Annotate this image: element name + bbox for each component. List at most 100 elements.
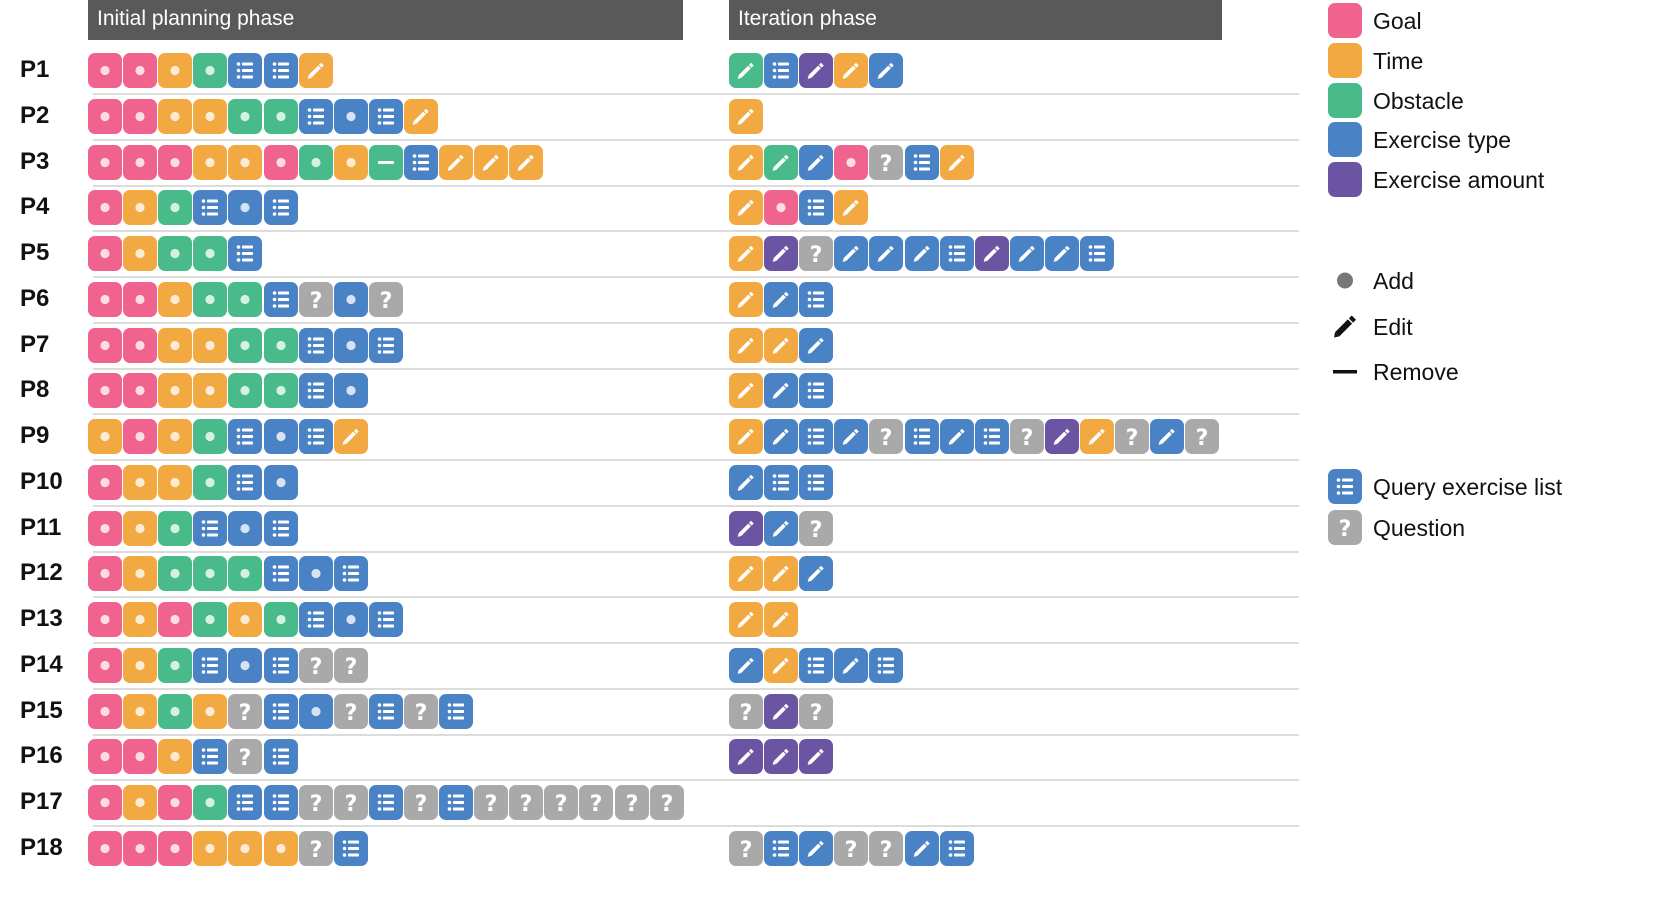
query-exercise-list-token: [333, 830, 368, 866]
obstacle-add-token: [228, 327, 263, 363]
question-token: ?: [869, 419, 904, 455]
time-add-token: [123, 785, 158, 821]
obstacle-add-token: [193, 464, 228, 500]
exercise-type-add-token: [333, 602, 368, 638]
row-divider: [93, 550, 1299, 553]
obstacle-add-token: [228, 281, 263, 317]
legend-label: Add: [1373, 268, 1414, 294]
legend-label: Query exercise list: [1373, 474, 1563, 500]
svg-text:?: ?: [880, 838, 893, 863]
obstacle-add-token: [263, 373, 298, 409]
participant-label: P16: [20, 742, 63, 770]
remove-icon: [1328, 354, 1362, 389]
svg-text:?: ?: [415, 701, 428, 726]
goal-add-token: [123, 144, 158, 180]
legend-label: Question: [1373, 515, 1466, 541]
svg-text:?: ?: [344, 701, 357, 726]
goal-add-token: [123, 281, 158, 317]
obstacle-add-token: [263, 98, 298, 134]
svg-text:?: ?: [309, 655, 322, 680]
query-exercise-list-token: [193, 190, 228, 226]
row-divider: [93, 93, 1299, 95]
goal-add-token: [88, 647, 122, 683]
participant-label: P17: [20, 788, 63, 816]
query-exercise-list-token: [368, 327, 403, 363]
query-exercise-list-token: [298, 419, 333, 455]
svg-text:?: ?: [1126, 426, 1139, 451]
edit-icon: [1328, 309, 1362, 344]
query-exercise-list-token: [263, 785, 298, 821]
exercise-type-edit-token: [764, 419, 799, 455]
query-exercise-list-token: [263, 281, 298, 317]
participant-label: P8: [20, 376, 50, 404]
exercise-amount-edit-token: [764, 739, 799, 775]
legend-item-exercise-type: Exercise type: [1328, 122, 1658, 158]
time-add-token: [158, 281, 193, 317]
row-divider: [93, 367, 1299, 370]
goal-add-token: [764, 190, 799, 226]
svg-text:?: ?: [660, 792, 673, 817]
question-token: ?: [1009, 419, 1044, 455]
time-add-token: [88, 419, 122, 455]
goal-add-token: [123, 739, 158, 775]
time-edit-token: [939, 144, 974, 180]
time-swatch: [1328, 42, 1362, 78]
time-edit-token: [729, 281, 763, 317]
participant-label: P1: [20, 56, 50, 83]
goal-add-token: [88, 53, 122, 88]
query-exercise-list-token: [974, 419, 1009, 455]
query-exercise-list-token: [298, 98, 333, 134]
query-exercise-list-token: [368, 98, 403, 134]
time-add-token: [193, 830, 228, 866]
time-edit-token: [764, 602, 799, 638]
time-edit-token: [729, 98, 763, 134]
time-edit-token: [729, 236, 763, 272]
time-add-token: [263, 830, 298, 866]
participant-label: P2: [20, 101, 50, 129]
svg-text:?: ?: [520, 792, 533, 817]
svg-text:?: ?: [880, 426, 893, 451]
legend-label: Obstacle: [1373, 87, 1464, 114]
obstacle-add-token: [263, 327, 298, 363]
query-exercise-list-token: [263, 647, 298, 683]
time-add-token: [123, 647, 158, 683]
question-token: ?: [298, 281, 333, 317]
exercise-amount-edit-token: [729, 739, 763, 775]
goal-add-token: [88, 190, 122, 226]
exercise-type-edit-token: [869, 53, 904, 88]
time-add-token: [228, 602, 263, 638]
goal-add-token: [88, 98, 122, 134]
row-divider: [93, 687, 1299, 690]
goal-add-token: [88, 830, 122, 866]
time-add-token: [123, 190, 158, 226]
svg-text:?: ?: [379, 289, 392, 314]
svg-text:?: ?: [555, 792, 568, 817]
query-exercise-list-token: [263, 739, 298, 775]
query-exercise-list-token: [263, 510, 298, 546]
exercise-type-add-token: [228, 510, 263, 546]
goal-add-token: [88, 144, 122, 180]
obstacle-add-token: [193, 236, 228, 272]
exercise-type-edit-token: [729, 464, 763, 500]
exercise-amount-edit-token: [1044, 419, 1079, 455]
time-add-token: [158, 419, 193, 455]
query-exercise-list-token: [799, 647, 834, 683]
goal-add-token: [263, 144, 298, 180]
time-add-token: [333, 144, 368, 180]
time-edit-token: [474, 144, 509, 180]
time-edit-token: [1080, 419, 1114, 455]
time-edit-token: [764, 647, 799, 683]
legend-item-obstacle: Obstacle: [1328, 82, 1658, 119]
time-edit-token: [834, 190, 869, 226]
exercise-type-edit-token: [799, 327, 834, 363]
query-exercise-list-token: [869, 647, 904, 683]
question-token: ?: [333, 785, 368, 821]
exercise-type-edit-token: [764, 373, 799, 409]
exercise-type-swatch: [1328, 122, 1362, 158]
question-token: ?: [729, 693, 763, 729]
participant-label: P15: [20, 696, 63, 724]
goal-add-token: [88, 739, 122, 775]
query-exercise-list-token: [799, 373, 834, 409]
query-exercise-list-token: [228, 464, 263, 500]
legend-label: Goal: [1373, 8, 1422, 34]
